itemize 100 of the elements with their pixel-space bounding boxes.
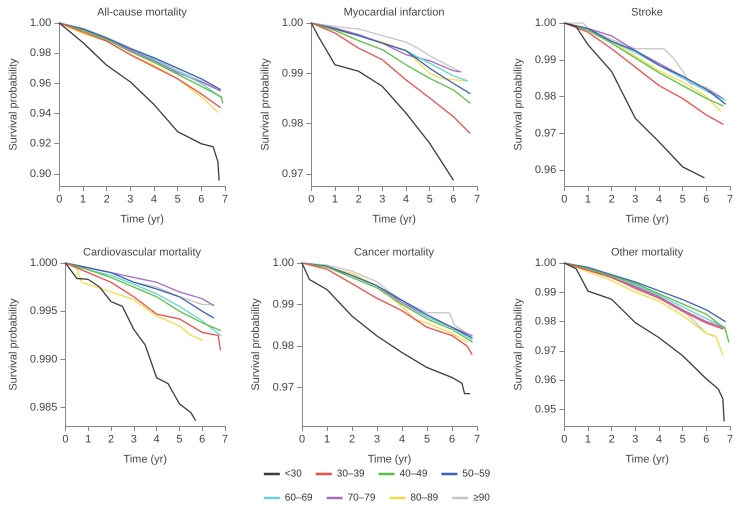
x-tick-label: 0 <box>298 434 306 446</box>
chart-title: Other mortality <box>610 246 684 258</box>
legend-label: ≥90 <box>473 492 490 504</box>
chart-title: Cancer mortality <box>354 246 435 258</box>
y-tick-label: 1.00 <box>282 17 304 29</box>
y-tick-label: 0.995 <box>30 305 58 318</box>
x-tick-label: 4 <box>402 194 410 206</box>
x-tick-label: 1 <box>584 434 592 446</box>
y-tick-label: 0.90 <box>30 168 52 180</box>
x-tick-label: 7 <box>726 194 734 206</box>
x-tick-label: 2 <box>104 194 110 206</box>
y-tick-label: 0.98 <box>534 316 556 328</box>
x-tick-label: 6 <box>703 434 710 446</box>
y-tick-label: 0.98 <box>282 118 304 130</box>
chart-title: Myocardial infarction <box>344 6 444 18</box>
chart-title: All-cause mortality <box>97 6 188 18</box>
x-tick-label: 5 <box>174 194 181 206</box>
x-tick-label: 7 <box>726 434 734 446</box>
x-tick-label: 3 <box>632 194 638 206</box>
x-axis-title: Time (yr) <box>368 454 412 466</box>
x-tick-label: 0 <box>62 434 68 446</box>
y-axis-title: Survival probability <box>260 58 272 151</box>
y-tick-label: 0.97 <box>534 127 556 140</box>
x-axis-title: Time (yr) <box>120 214 164 226</box>
legend-label: 40–49 <box>400 468 428 480</box>
legend-label: 80–89 <box>410 492 439 504</box>
x-tick-label: 3 <box>632 434 638 446</box>
x-tick-label: 4 <box>656 434 662 446</box>
y-tick-label: 0.99 <box>534 54 556 66</box>
legend-label: 50–59 <box>462 468 491 480</box>
y-tick-label: 0.95 <box>534 403 556 416</box>
y-tick-label: 0.92 <box>30 138 52 150</box>
y-tick-label: 0.99 <box>272 298 294 310</box>
x-tick-label: 3 <box>127 194 134 206</box>
x-tick-label: 4 <box>656 194 662 206</box>
x-tick-label: 6 <box>448 434 456 446</box>
x-tick-label: 5 <box>680 194 686 206</box>
y-tick-label: 0.985 <box>30 402 58 414</box>
y-tick-label: 1.00 <box>534 257 556 269</box>
y-axis-title: Survival probability <box>250 298 262 391</box>
y-tick-label: 0.94 <box>30 108 52 120</box>
x-tick-label: 1 <box>324 434 330 446</box>
legend-label: 60–69 <box>284 492 314 504</box>
chart-title: Stroke <box>631 6 663 18</box>
x-tick-label: 4 <box>154 434 160 446</box>
x-axis-title: Time (yr) <box>625 214 669 226</box>
x-axis-title: Time (yr) <box>372 214 416 226</box>
x-axis-title: Time (yr) <box>123 454 168 466</box>
x-axis-title: Time (yr) <box>625 454 669 466</box>
x-tick-label: 6 <box>199 434 206 446</box>
x-tick-label: 5 <box>176 434 182 446</box>
x-tick-label: 2 <box>108 434 114 446</box>
x-tick-label: 3 <box>379 194 386 206</box>
y-tick-label: 1.000 <box>30 257 58 269</box>
y-tick-label: 0.98 <box>272 340 294 352</box>
legend-label: 70–79 <box>348 492 376 504</box>
x-tick-label: 3 <box>130 434 137 446</box>
y-tick-label: 1.00 <box>534 17 556 29</box>
x-tick-label: 2 <box>356 194 362 206</box>
x-tick-label: 7 <box>474 194 480 206</box>
y-tick-label: 0.99 <box>534 286 556 298</box>
x-tick-label: 0 <box>56 194 62 206</box>
x-tick-label: 7 <box>222 434 228 446</box>
x-tick-label: 1 <box>80 194 86 206</box>
x-tick-label: 6 <box>703 194 710 206</box>
x-tick-label: 3 <box>374 434 380 446</box>
x-tick-label: 2 <box>608 194 615 206</box>
y-axis-title: Survival probability <box>8 298 20 391</box>
y-tick-label: 0.99 <box>282 67 304 80</box>
y-tick-label: 1.00 <box>272 257 294 269</box>
y-axis-title: Survival probability <box>8 58 20 151</box>
y-tick-label: 1.00 <box>30 17 52 29</box>
y-tick-label: 0.990 <box>30 353 58 366</box>
x-tick-label: 5 <box>680 434 686 446</box>
x-tick-label: 5 <box>424 434 430 446</box>
y-tick-label: 0.96 <box>30 77 52 90</box>
y-tick-label: 0.97 <box>534 344 556 357</box>
y-tick-label: 0.98 <box>30 47 52 60</box>
x-tick-label: 0 <box>561 194 568 206</box>
x-tick-label: 7 <box>222 194 228 206</box>
legend-label: 30–39 <box>336 468 366 480</box>
y-axis-title: Survival probability <box>512 58 524 151</box>
y-tick-label: 0.96 <box>534 164 556 176</box>
x-tick-label: 4 <box>150 194 158 206</box>
x-tick-label: 1 <box>584 194 592 206</box>
x-tick-label: 1 <box>332 194 338 206</box>
x-tick-label: 6 <box>450 194 456 206</box>
x-tick-label: 0 <box>308 194 314 206</box>
x-tick-label: 0 <box>561 434 568 446</box>
x-tick-label: 6 <box>198 194 204 206</box>
x-tick-label: 7 <box>474 434 480 446</box>
x-tick-label: 4 <box>398 434 406 446</box>
x-tick-label: 2 <box>348 434 356 446</box>
y-tick-label: 0.97 <box>282 168 304 180</box>
y-tick-label: 0.97 <box>272 381 294 394</box>
y-tick-label: 0.96 <box>534 374 556 386</box>
x-tick-label: 5 <box>426 194 433 206</box>
legend-label: <30 <box>284 468 302 480</box>
y-tick-label: 0.98 <box>534 90 556 103</box>
chart-title: Cardiovascular mortality <box>83 246 202 258</box>
